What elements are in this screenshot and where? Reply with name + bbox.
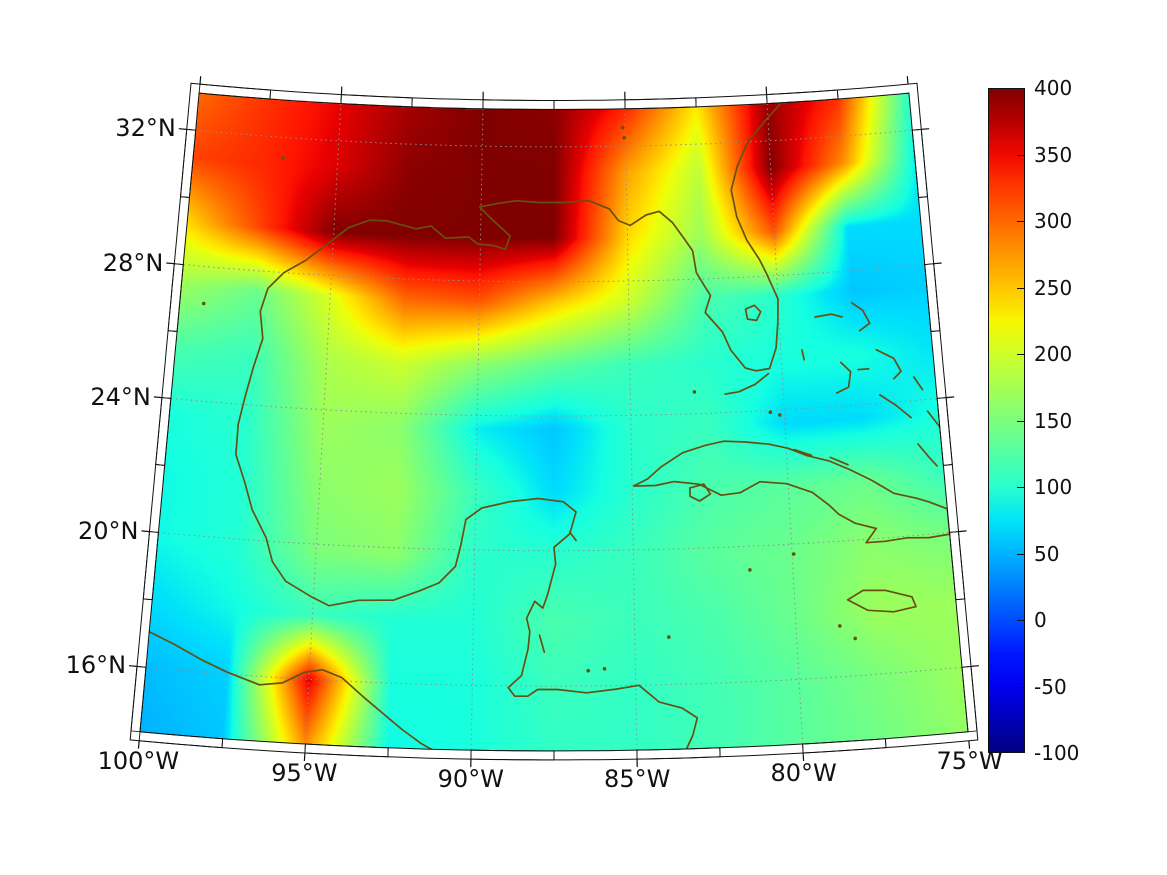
islet-dot xyxy=(201,301,206,306)
islet-dot xyxy=(838,624,842,628)
colorbar-tick-label: 350 xyxy=(1034,142,1073,167)
islet-dot xyxy=(791,552,796,556)
islet-dot xyxy=(853,636,857,641)
colorbar-tick-mark xyxy=(1017,420,1024,422)
colorbar-tick-label: -100 xyxy=(1034,741,1080,765)
map-inner-border xyxy=(139,92,969,752)
colorbar-tick-mark xyxy=(1017,686,1024,688)
colorbar-tick-label: 0 xyxy=(1034,608,1047,632)
islet-dot xyxy=(768,410,773,415)
colorbar-tick-label: 150 xyxy=(1034,408,1073,433)
y-tick-label: 24°N xyxy=(90,382,151,411)
colorbar-tick-label: 250 xyxy=(1034,275,1073,300)
islet-dot xyxy=(602,667,607,671)
colorbar-tick-mark xyxy=(1017,154,1024,156)
colorbar-tick-label: 400 xyxy=(1034,76,1073,100)
islet-dot xyxy=(778,413,782,417)
colorbar-tick-label: 50 xyxy=(1034,541,1060,566)
islet-dot xyxy=(586,668,590,673)
colorbar-tick-mark xyxy=(1017,287,1024,289)
axis-tick-marks xyxy=(128,76,980,768)
y-tick-label: 16°N xyxy=(65,651,127,680)
graticule xyxy=(145,103,963,751)
colorbar-tick-mark xyxy=(1017,553,1024,555)
islet-dot xyxy=(281,155,285,160)
coastline-path xyxy=(148,101,951,751)
colorbar-tick-mark xyxy=(1017,221,1024,222)
colorbar-tick-label: 100 xyxy=(1034,475,1073,499)
colorbar-tick-mark xyxy=(1017,487,1024,488)
x-tick-label: 80°W xyxy=(770,759,837,787)
colorbar-tick-label: -50 xyxy=(1034,674,1067,699)
y-tick-label: 20°N xyxy=(78,516,139,545)
islet-dot xyxy=(692,390,697,394)
frame-alt-segments xyxy=(130,83,978,761)
x-tick-label: 90°W xyxy=(437,765,504,794)
coastlines xyxy=(148,101,951,751)
colorbar-tick-mark xyxy=(1017,620,1024,621)
colorbar-tick-label: 300 xyxy=(1034,209,1073,233)
colorbar-tick-mark xyxy=(1017,354,1024,355)
islet-dot xyxy=(620,125,625,130)
x-tick-label: 85°W xyxy=(604,765,671,794)
x-tick-label: 95°W xyxy=(271,759,338,787)
islet-dot xyxy=(622,135,626,140)
y-tick-label: 28°N xyxy=(102,248,164,277)
x-tick-label: 100°W xyxy=(97,746,180,775)
y-tick-label: 32°N xyxy=(115,114,176,143)
islet-dot xyxy=(748,568,752,572)
map-outer-border xyxy=(129,82,979,761)
islet-dot xyxy=(667,635,671,639)
map-frame xyxy=(128,76,980,768)
frame-separators xyxy=(136,89,972,760)
colorbar-tick-label: 200 xyxy=(1034,342,1073,366)
